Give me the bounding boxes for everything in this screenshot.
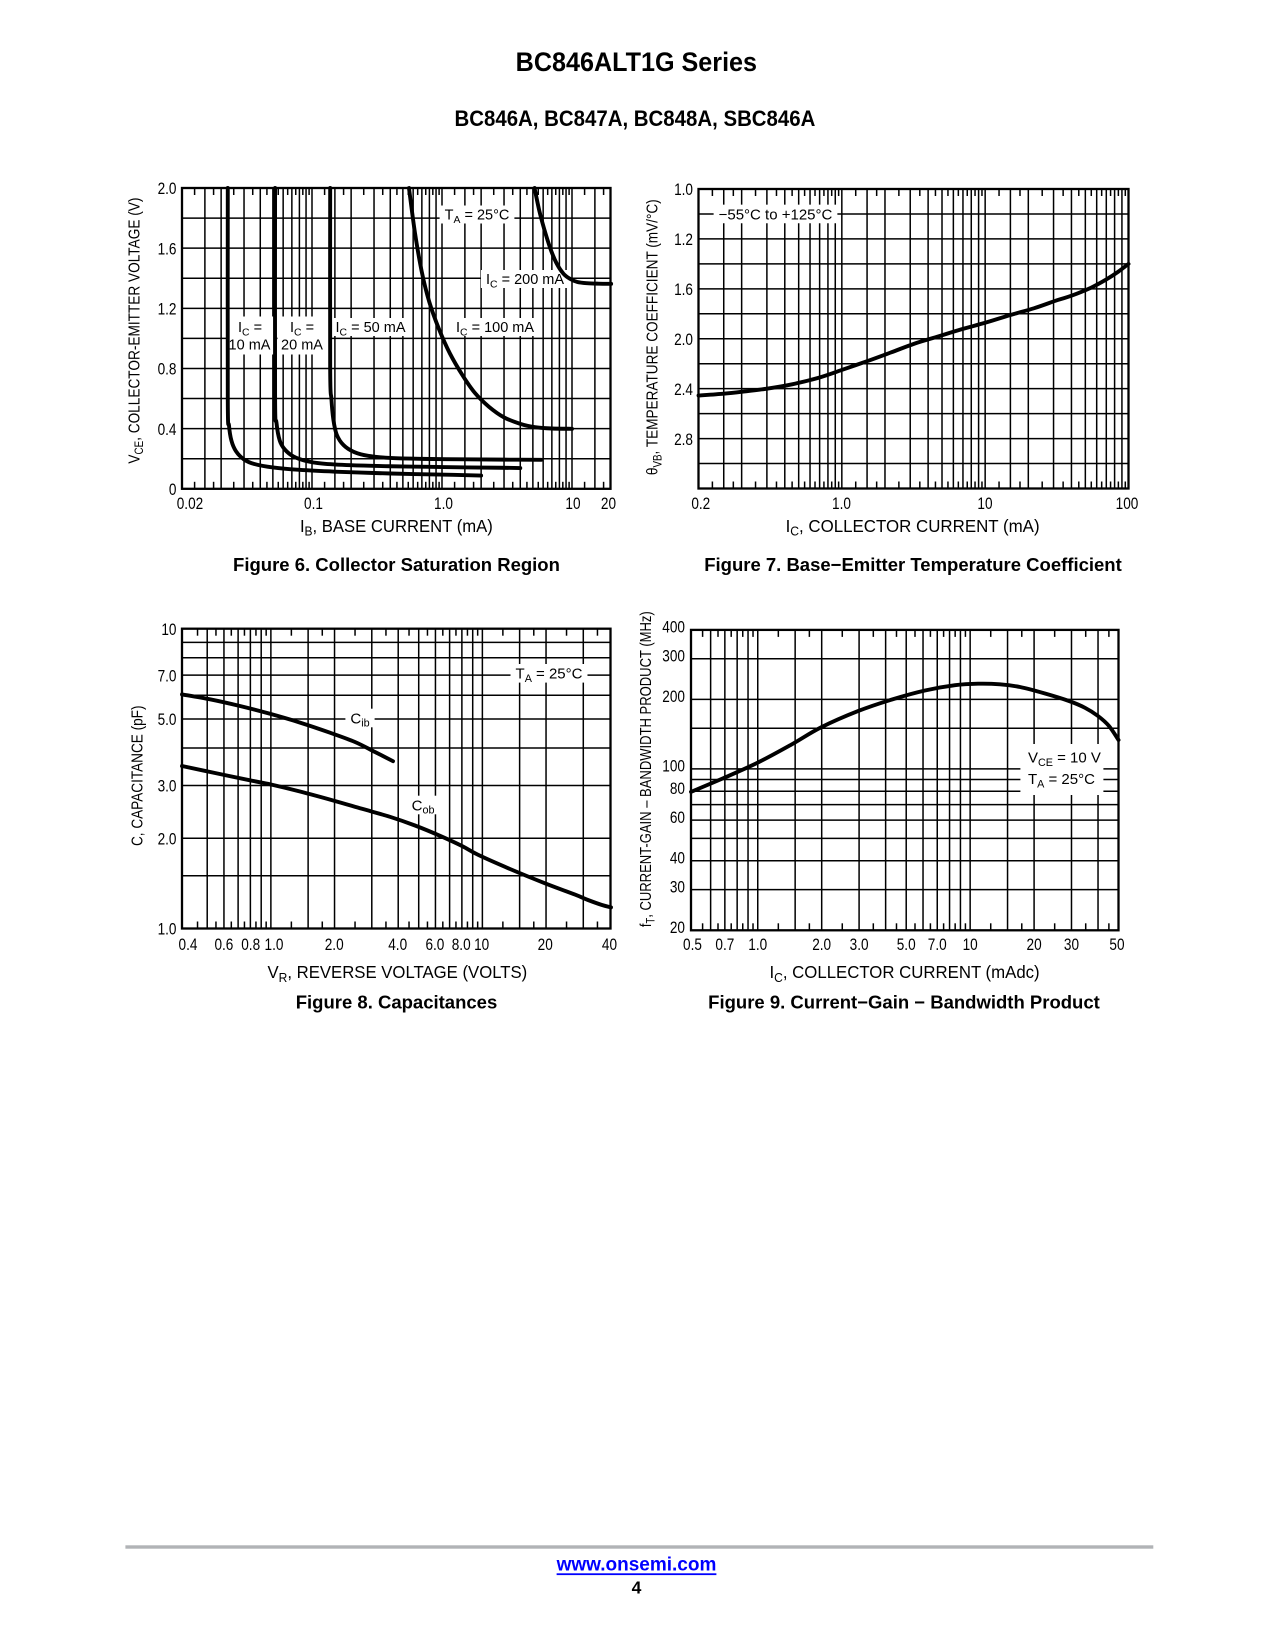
svg-text:VCE, COLLECTOR-EMITTER VOLTAGE: VCE, COLLECTOR-EMITTER VOLTAGE (V) <box>126 198 146 464</box>
svg-text:2.0: 2.0 <box>325 935 344 954</box>
svg-text:5.0: 5.0 <box>897 935 916 954</box>
svg-text:1.6: 1.6 <box>674 281 693 300</box>
svg-text:2.0: 2.0 <box>158 180 177 199</box>
svg-text:0.5: 0.5 <box>683 935 702 954</box>
svg-text:8.0: 8.0 <box>452 935 471 954</box>
svg-text:Figure 8. Capacitances: Figure 8. Capacitances <box>296 992 498 1013</box>
svg-text:3.0: 3.0 <box>158 777 177 796</box>
svg-text:20: 20 <box>538 935 553 954</box>
svg-text:1.0: 1.0 <box>265 935 284 954</box>
svg-text:4: 4 <box>632 1578 642 1598</box>
svg-text:0.8: 0.8 <box>241 935 260 954</box>
svg-text:2.0: 2.0 <box>158 830 177 849</box>
svg-text:C, CAPACITANCE (pF): C, CAPACITANCE (pF) <box>129 705 146 846</box>
svg-text:TA = 25°C: TA = 25°C <box>1028 771 1095 790</box>
svg-text:100: 100 <box>1116 495 1139 514</box>
svg-text:0.1: 0.1 <box>304 495 323 514</box>
svg-text:30: 30 <box>1064 935 1079 954</box>
svg-text:IC, COLLECTOR CURRENT (mA): IC, COLLECTOR CURRENT (mA) <box>786 515 1040 538</box>
svg-text:10: 10 <box>977 495 992 514</box>
svg-text:10: 10 <box>963 935 978 954</box>
svg-text:10 mA: 10 mA <box>229 338 271 354</box>
svg-text:20 mA: 20 mA <box>281 338 323 354</box>
svg-text:5.0: 5.0 <box>158 711 177 730</box>
svg-text:4.0: 4.0 <box>388 935 407 954</box>
svg-text:BC846ALT1G Series: BC846ALT1G Series <box>516 46 757 77</box>
svg-text:fT, CURRENT-GAIN – BANDWIDTH P: fT, CURRENT-GAIN – BANDWIDTH PRODUCT (MH… <box>638 611 658 927</box>
svg-text:IC = 100 mA: IC = 100 mA <box>456 320 534 338</box>
svg-text:IC =: IC = <box>238 320 262 338</box>
svg-text:1.0: 1.0 <box>832 495 851 514</box>
svg-text:20: 20 <box>601 495 616 514</box>
svg-text:Figure 6. Collector Saturation: Figure 6. Collector Saturation Region <box>233 554 560 575</box>
svg-text:3.0: 3.0 <box>850 935 869 954</box>
svg-text:0.7: 0.7 <box>715 935 734 954</box>
svg-text:300: 300 <box>662 647 685 666</box>
svg-text:2.0: 2.0 <box>674 331 693 350</box>
svg-text:7.0: 7.0 <box>928 935 947 954</box>
svg-text:0: 0 <box>169 481 177 500</box>
svg-text:40: 40 <box>602 935 617 954</box>
svg-text:IC = 50 mA: IC = 50 mA <box>335 320 405 338</box>
svg-text:20: 20 <box>1027 935 1042 954</box>
svg-text:100: 100 <box>662 757 685 776</box>
svg-text:6.0: 6.0 <box>425 935 444 954</box>
svg-text:IB, BASE CURRENT (mA): IB, BASE CURRENT (mA) <box>300 515 493 539</box>
svg-text:IC = 200 mA: IC = 200 mA <box>486 272 564 290</box>
svg-text:0.4: 0.4 <box>158 420 177 439</box>
svg-text:TA = 25°C: TA = 25°C <box>445 208 510 226</box>
svg-text:1.6: 1.6 <box>158 240 177 259</box>
svg-text:200: 200 <box>662 688 685 707</box>
svg-text:VR, REVERSE VOLTAGE (VOLTS): VR, REVERSE VOLTAGE (VOLTS) <box>268 962 528 985</box>
svg-text:1.0: 1.0 <box>674 181 693 200</box>
svg-text:1.0: 1.0 <box>158 920 177 939</box>
svg-text:0.6: 0.6 <box>214 935 233 954</box>
svg-text:0.02: 0.02 <box>177 495 203 514</box>
svg-text:−55°C to +125°C: −55°C to +125°C <box>719 206 833 223</box>
svg-text:2.8: 2.8 <box>674 430 693 449</box>
svg-text:TA = 25°C: TA = 25°C <box>516 666 583 685</box>
svg-text:60: 60 <box>670 808 685 827</box>
svg-text:2.4: 2.4 <box>674 381 693 400</box>
svg-text:1.0: 1.0 <box>748 935 767 954</box>
svg-text:20: 20 <box>670 919 685 938</box>
svg-text:80: 80 <box>670 780 685 799</box>
svg-text:BC846A, BC847A, BC848A, SBC846: BC846A, BC847A, BC848A, SBC846A <box>455 108 816 132</box>
svg-text:IC, COLLECTOR CURRENT (mAdc): IC, COLLECTOR CURRENT (mAdc) <box>770 962 1040 985</box>
svg-text:θVB, TEMPERATURE COEFFICIENT (: θVB, TEMPERATURE COEFFICIENT (mV/°C) <box>645 199 665 475</box>
svg-text:50: 50 <box>1109 935 1124 954</box>
svg-text:1.2: 1.2 <box>674 231 693 250</box>
svg-text:10: 10 <box>565 495 580 514</box>
svg-text:0.8: 0.8 <box>158 360 177 379</box>
svg-text:400: 400 <box>662 618 685 637</box>
svg-text:Cob: Cob <box>412 797 435 816</box>
svg-text:1.2: 1.2 <box>158 300 177 319</box>
svg-text:0.4: 0.4 <box>179 935 198 954</box>
svg-text:10: 10 <box>474 935 489 954</box>
svg-text:40: 40 <box>670 849 685 868</box>
svg-text:0.2: 0.2 <box>691 495 710 514</box>
svg-text:10: 10 <box>161 621 176 640</box>
svg-text:30: 30 <box>670 878 685 897</box>
svg-text:IC =: IC = <box>290 320 314 338</box>
svg-text:1.0: 1.0 <box>434 495 453 514</box>
svg-text:2.0: 2.0 <box>812 935 831 954</box>
svg-text:Figure 7. Base−Emitter Tempera: Figure 7. Base−Emitter Temperature Coeff… <box>704 554 1122 575</box>
svg-text:Figure 9. Current−Gain − Bandw: Figure 9. Current−Gain − Bandwidth Produ… <box>708 992 1100 1013</box>
svg-text:VCE = 10 V: VCE = 10 V <box>1028 750 1101 769</box>
svg-text:Cib: Cib <box>350 710 369 729</box>
svg-text:7.0: 7.0 <box>158 667 177 686</box>
svg-text:www.onsemi.com: www.onsemi.com <box>556 1555 717 1576</box>
